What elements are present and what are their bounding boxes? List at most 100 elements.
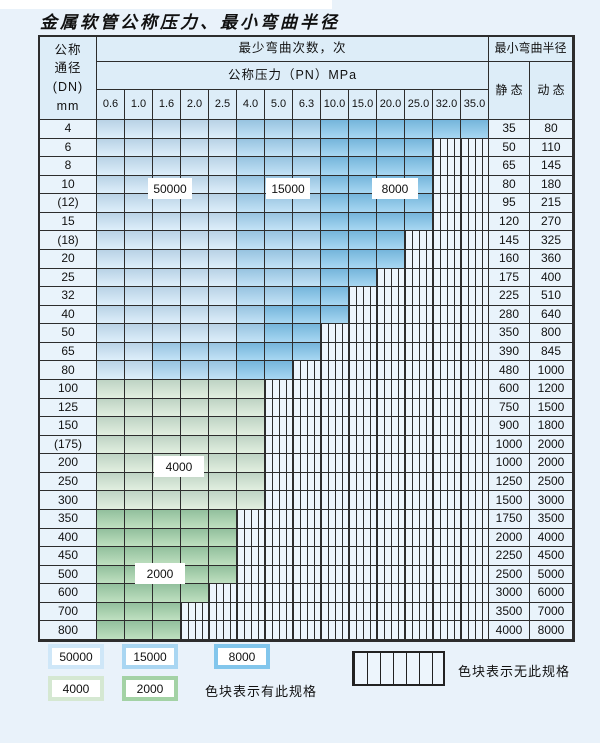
spec-cell-4000 [153, 472, 181, 492]
no-spec-cell [377, 305, 405, 325]
spec-cell-50000 [125, 175, 153, 195]
no-spec-cell [433, 194, 461, 213]
no-spec-cell [461, 212, 489, 232]
spec-cell-50000 [209, 212, 237, 232]
spec-cell-2000 [181, 584, 209, 603]
spec-cell-50000 [209, 287, 237, 306]
spec-cell-4000 [181, 417, 209, 436]
spec-cell-15000 [209, 342, 237, 362]
no-spec-cell [349, 287, 377, 306]
legend-swatch-8000: 8000 [214, 644, 270, 669]
static-radius-cell: 1750 [489, 509, 530, 529]
spec-cell-50000 [125, 157, 153, 176]
spec-cell-50000 [125, 361, 153, 380]
no-spec-cell [461, 175, 489, 195]
spec-cell-4000 [97, 472, 125, 492]
no-spec-cell [461, 472, 489, 492]
no-spec-cell [461, 157, 489, 176]
no-spec-cell [321, 361, 349, 380]
dn-cell: 500 [40, 565, 97, 585]
no-spec-cell [349, 528, 377, 548]
static-radius-cell: 225 [489, 287, 530, 306]
legend-no-spec-text: 色块表示无此规格 [458, 664, 571, 679]
spec-cell-15000 [293, 138, 321, 158]
no-spec-cell [349, 547, 377, 566]
no-spec-cell [377, 454, 405, 473]
spec-cell-50000 [97, 249, 125, 269]
spec-cell-15000 [293, 268, 321, 288]
no-spec-cell [433, 138, 461, 158]
no-spec-cell [433, 509, 461, 529]
spec-cell-4000 [125, 435, 153, 455]
no-spec-cell [377, 268, 405, 288]
no-spec-cell [349, 565, 377, 585]
no-spec-cell [461, 305, 489, 325]
band-label-15000: 15000 [266, 178, 310, 199]
static-radius-cell: 1500 [489, 491, 530, 510]
no-spec-cell [237, 602, 265, 622]
dynamic-radius-cell: 845 [530, 342, 573, 362]
dynamic-radius-cell: 2000 [530, 435, 573, 455]
spec-cell-50000 [97, 138, 125, 158]
dn-cell: (18) [40, 231, 97, 250]
no-spec-cell [321, 379, 349, 399]
spec-cell-4000 [97, 417, 125, 436]
no-spec-cell [433, 305, 461, 325]
no-spec-cell [321, 324, 349, 343]
dynamic-radius-cell: 2500 [530, 472, 573, 492]
no-spec-cell [405, 268, 433, 288]
no-spec-cell [405, 379, 433, 399]
spec-cell-15000 [265, 268, 293, 288]
spec-cell-4000 [209, 435, 237, 455]
no-spec-cell [237, 621, 265, 640]
no-spec-cell [377, 472, 405, 492]
no-spec-cell [461, 565, 489, 585]
no-spec-cell [237, 528, 265, 548]
no-spec-cell [433, 584, 461, 603]
spec-cell-8000 [349, 268, 377, 288]
no-spec-cell [405, 472, 433, 492]
spec-cell-4000 [97, 398, 125, 418]
dn-cell: 6 [40, 138, 97, 158]
no-spec-cell [433, 249, 461, 269]
spec-cell-8000 [321, 138, 349, 158]
no-spec-cell [377, 602, 405, 622]
no-spec-cell [293, 435, 321, 455]
no-spec-cell [461, 584, 489, 603]
no-spec-cell [237, 509, 265, 529]
spec-cell-15000 [265, 138, 293, 158]
spec-cell-15000 [293, 157, 321, 176]
no-spec-cell [433, 231, 461, 250]
pressure-column-header: 25.0 [405, 90, 433, 120]
spec-cell-2000 [209, 509, 237, 529]
spec-cell-50000 [97, 212, 125, 232]
spec-cell-50000 [97, 268, 125, 288]
no-spec-cell [433, 268, 461, 288]
spec-cell-15000 [153, 361, 181, 380]
static-radius-cell: 175 [489, 268, 530, 288]
pressure-column-header: 2.5 [209, 90, 237, 120]
spec-cell-8000 [237, 361, 265, 380]
spec-cell-50000 [97, 157, 125, 176]
no-spec-cell [265, 379, 293, 399]
band-label-8000: 8000 [372, 178, 418, 199]
no-spec-cell [265, 602, 293, 622]
spec-cell-50000 [97, 342, 125, 362]
static-radius-cell: 160 [489, 249, 530, 269]
spec-cell-15000 [237, 268, 265, 288]
static-radius-cell: 95 [489, 194, 530, 213]
spec-cell-4000 [237, 454, 265, 473]
no-spec-cell [433, 379, 461, 399]
spec-cell-2000 [97, 547, 125, 566]
spec-cell-8000 [405, 212, 433, 232]
spec-cell-15000 [265, 212, 293, 232]
spec-cell-8000 [433, 120, 461, 139]
static-radius-cell: 80 [489, 175, 530, 195]
no-spec-cell [349, 472, 377, 492]
spec-cell-8000 [377, 157, 405, 176]
no-spec-cell [461, 491, 489, 510]
static-radius-cell: 35 [489, 120, 530, 139]
no-spec-cell [349, 509, 377, 529]
spec-cell-8000 [321, 212, 349, 232]
